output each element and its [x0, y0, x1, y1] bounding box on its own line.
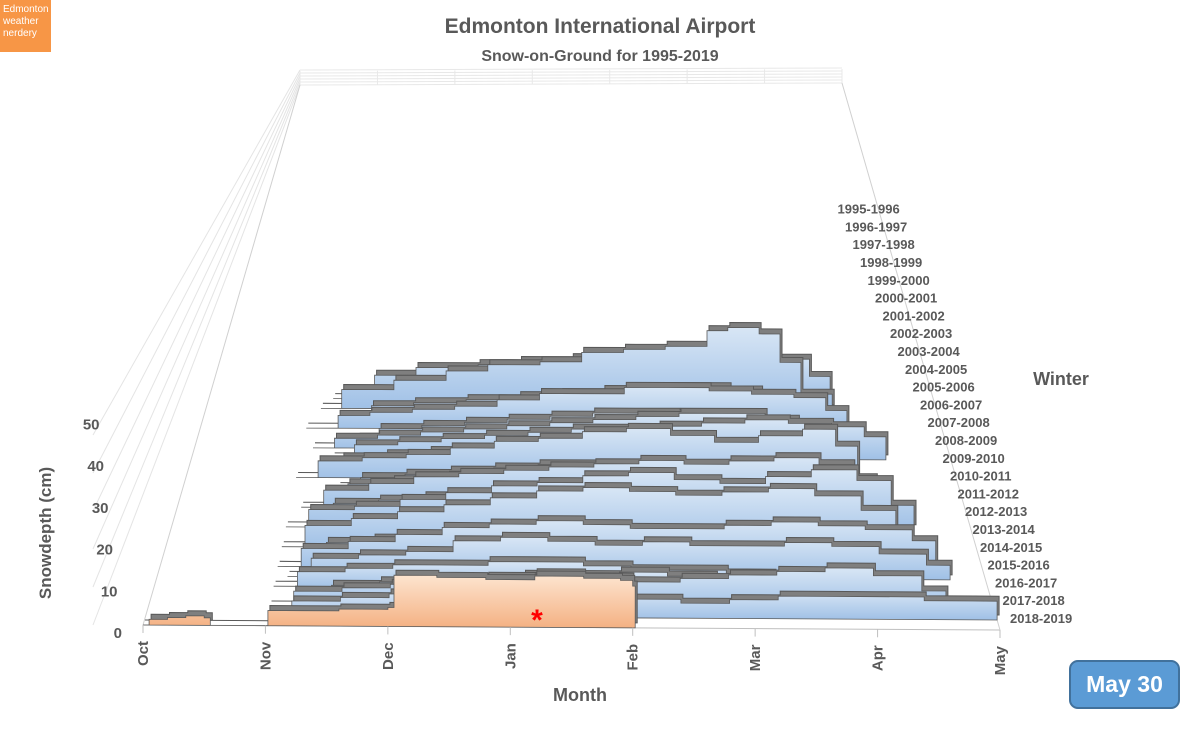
x-tick-label: Oct [135, 641, 152, 666]
winter-tick-label: 2003-2004 [898, 344, 961, 359]
chart-subtitle: Snow-on-Ground for 1995-2019 [481, 48, 718, 65]
winter-tick-label: 2002-2003 [890, 326, 952, 341]
y-axis-title: Snowdepth (cm) [36, 467, 55, 599]
winter-tick-label: 2010-2011 [950, 469, 1011, 484]
badge-line-1: Edmonton [3, 4, 49, 15]
z-axis-title: Winter [1033, 369, 1089, 389]
y-tick-label: 40 [87, 458, 104, 475]
x-tick-label: Nov [257, 641, 274, 670]
side-wall-gridline [92, 81, 301, 588]
winter-tick-label: 2001-2002 [883, 308, 945, 323]
winter-tick-label: 2006-2007 [920, 397, 982, 412]
winter-tick-label: 2011-2012 [958, 486, 1019, 501]
y-tick-label: 10 [101, 583, 118, 600]
chart-axes: Oct Nov Dec Jan Feb Mar Apr May 0 10 20 30 40 50 1995-… [83, 202, 1072, 676]
y-tick-label: 50 [83, 417, 100, 434]
x-tick-label: May [992, 645, 1009, 675]
winter-tick-label: 2008-2009 [935, 433, 997, 448]
winter-tick-label: 2017-2018 [1003, 593, 1065, 608]
x-tick-label: Apr [870, 645, 887, 671]
winter-tick-label: 1995-1996 [838, 202, 900, 217]
winter-tick-label: 2018-2019 [1010, 611, 1072, 626]
side-wall-gridline [92, 69, 301, 436]
winter-tick-label: 2015-2016 [988, 558, 1050, 573]
back-wall-gridline [299, 70, 843, 74]
side-wall-gridline [92, 72, 301, 474]
side-wall-gridline [92, 78, 301, 550]
current-date-label: May 30 [1086, 671, 1163, 697]
winter-tick-label: 2009-2010 [943, 451, 1005, 466]
chart-title: Edmonton International Airport [445, 15, 756, 38]
winter-tick-label: 2007-2008 [928, 415, 990, 430]
winter-tick-label: 1996-1997 [845, 219, 907, 234]
current-winter-area [142, 574, 636, 629]
x-tick-label: Jan [502, 643, 519, 669]
back-wall-gridline [299, 82, 843, 86]
back-wall-gridline [299, 76, 843, 80]
current-date-box: May 30 [1069, 660, 1180, 709]
edmonton-weather-nerdery-badge: Edmonton weather nerdery [0, 0, 51, 52]
winter-tick-label: 1997-1998 [853, 237, 915, 252]
floor-left-edge [142, 84, 301, 626]
winter-tick-label: 2005-2006 [913, 380, 975, 395]
winter-tick-label: 2004-2005 [905, 362, 967, 377]
winter-tick-label: 1999-2000 [868, 273, 930, 288]
side-wall-gridline [92, 84, 301, 626]
current-winter-marker: * [531, 604, 543, 637]
badge-line-3: nerdery [3, 28, 37, 39]
y-tick-label: 0 [114, 625, 122, 642]
winter-tick-label: 2012-2013 [965, 504, 1027, 519]
x-tick-label: Feb [625, 644, 642, 671]
side-wall-gridline [92, 75, 301, 512]
winter-tick-label: 1998-1999 [860, 255, 922, 270]
x-tick-label: Dec [380, 642, 397, 670]
back-wall-gridline [299, 73, 843, 77]
floor-right-edge [841, 82, 1001, 631]
winter-tick-label: 2013-2014 [973, 522, 1036, 537]
badge-line-2: weather [3, 16, 39, 27]
y-tick-label: 30 [92, 500, 109, 517]
chart-series [142, 321, 1000, 629]
winter-tick-label: 2014-2015 [980, 540, 1042, 555]
back-wall-gridline [299, 79, 843, 83]
x-axis-title: Month [553, 685, 607, 705]
winter-tick-label: 2000-2001 [875, 291, 937, 306]
x-tick-label: Mar [747, 644, 764, 671]
back-wall-gridline [299, 67, 843, 71]
winter-tick-label: 2016-2017 [995, 575, 1057, 590]
y-tick-label: 20 [96, 542, 113, 559]
